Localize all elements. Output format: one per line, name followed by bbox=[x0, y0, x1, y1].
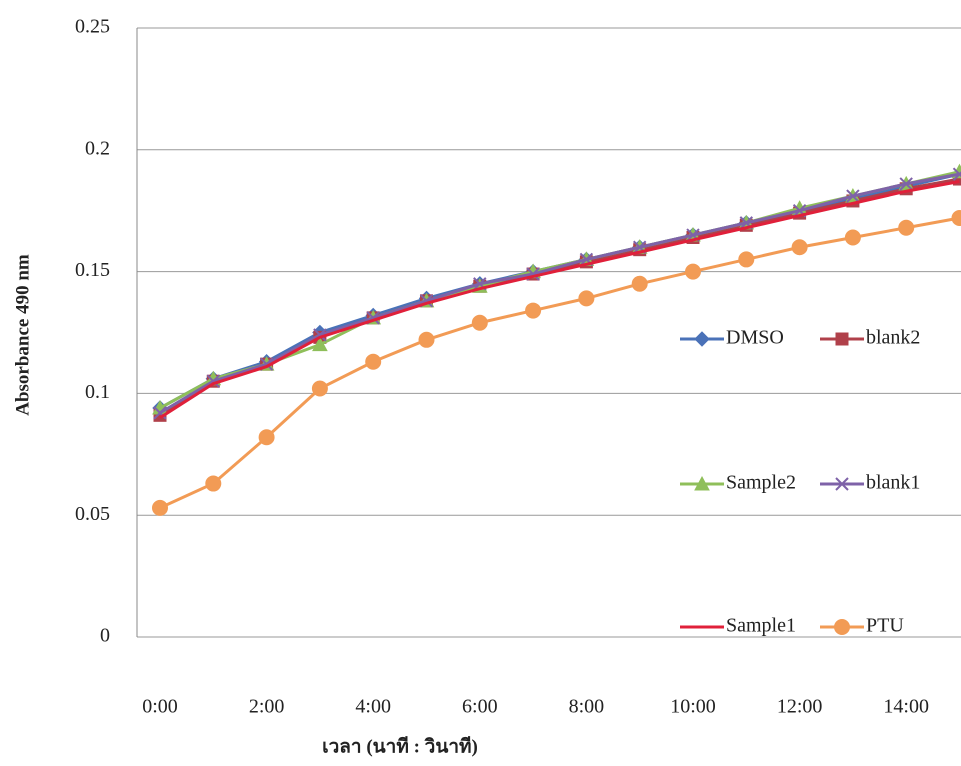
marker bbox=[365, 353, 382, 370]
x-tick-label: 0:00 bbox=[142, 696, 178, 718]
marker bbox=[844, 229, 861, 246]
marker bbox=[694, 475, 710, 491]
marker bbox=[312, 336, 328, 352]
marker bbox=[418, 331, 435, 348]
marker bbox=[694, 331, 710, 347]
legend-label: DMSO bbox=[726, 327, 784, 349]
marker bbox=[152, 499, 168, 516]
marker bbox=[835, 477, 849, 491]
x-tick-label: 2:00 bbox=[249, 696, 285, 718]
marker bbox=[952, 167, 961, 181]
series-line bbox=[159, 172, 960, 410]
y-tick-label: 0.15 bbox=[75, 259, 110, 281]
x-tick-label: 6:00 bbox=[462, 696, 498, 718]
series-line bbox=[159, 179, 960, 420]
legend-label: blank2 bbox=[866, 327, 920, 349]
y-tick-label: 0.2 bbox=[85, 137, 110, 159]
marker bbox=[311, 380, 328, 397]
y-axis-title: Absorbance 490 nm bbox=[12, 254, 33, 416]
y-tick-label: 0.25 bbox=[75, 16, 110, 38]
marker bbox=[951, 210, 961, 227]
y-tick-label: 0.05 bbox=[75, 503, 110, 525]
legend-label: blank1 bbox=[866, 472, 920, 494]
x-tick-label: 12:00 bbox=[777, 696, 823, 718]
marker bbox=[471, 314, 488, 331]
marker bbox=[846, 189, 860, 203]
marker bbox=[685, 263, 701, 280]
series-line bbox=[159, 216, 960, 510]
legend-label: PTU bbox=[866, 615, 904, 637]
legend-label: Sample2 bbox=[726, 472, 796, 494]
marker bbox=[258, 429, 275, 446]
marker bbox=[791, 239, 808, 256]
marker bbox=[898, 219, 915, 236]
y-tick-label: 0 bbox=[100, 625, 110, 647]
x-axis-title: เวลา (นาที : วินาที) bbox=[322, 735, 478, 757]
x-tick-label: 4:00 bbox=[355, 696, 391, 718]
x-tick-label: 10:00 bbox=[670, 696, 716, 718]
marker bbox=[834, 619, 850, 635]
marker bbox=[578, 290, 595, 307]
marker bbox=[835, 332, 849, 346]
x-tick-label: 14:00 bbox=[883, 696, 929, 718]
legend-label: Sample1 bbox=[726, 615, 796, 637]
series-line bbox=[159, 177, 960, 417]
marker bbox=[205, 475, 222, 492]
marker bbox=[899, 177, 913, 191]
marker bbox=[738, 251, 755, 268]
x-tick-label: 8:00 bbox=[569, 696, 605, 718]
marker bbox=[525, 302, 542, 319]
y-tick-label: 0.1 bbox=[85, 381, 110, 403]
series-line bbox=[159, 172, 960, 415]
marker bbox=[631, 275, 648, 292]
